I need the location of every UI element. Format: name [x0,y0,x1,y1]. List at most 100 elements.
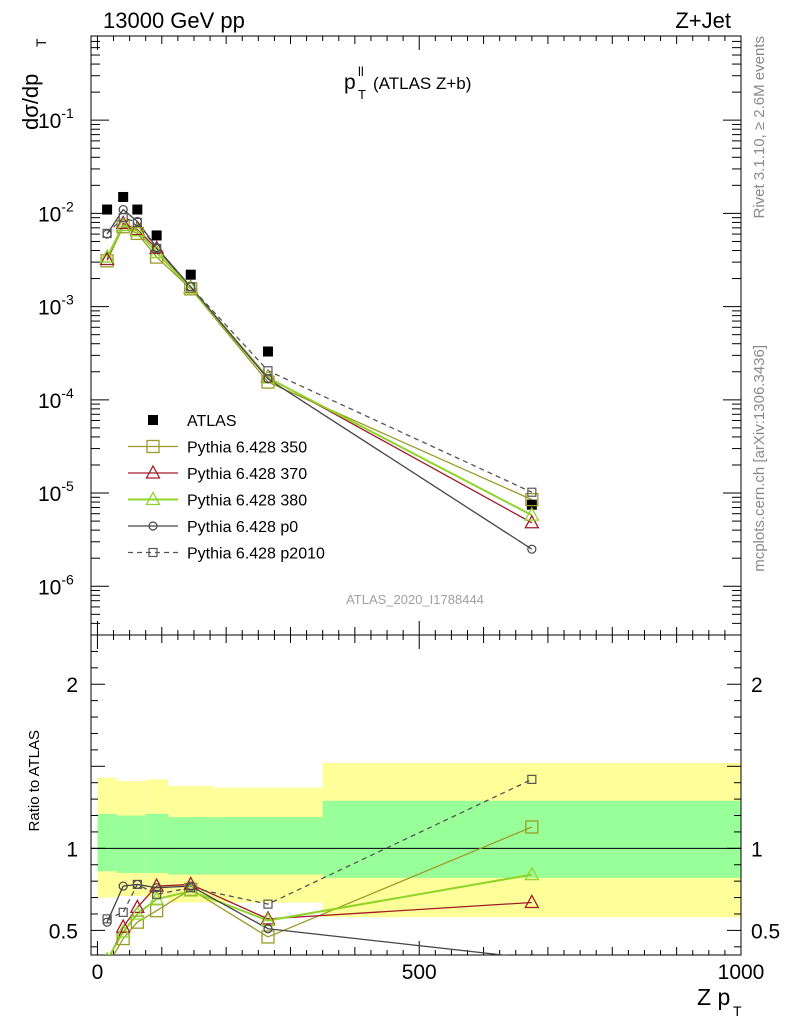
marker-p0-6 [527,544,537,554]
legend-label-p380: Pythia 6.428 380 [187,493,307,510]
ratio-uncertainty-bands [97,763,741,918]
legend-marker-p2010 [148,547,158,558]
ratio-y-tick-label-left: 0.5 [49,920,78,943]
marker-p2010-1 [118,213,128,223]
ratio-y-tick-label-right: 1 [751,838,763,861]
marker-p2010-0 [102,228,112,239]
plot-title-rest: (ATLAS Z+b) [373,74,471,93]
marker-atlas-4 [185,269,196,280]
marker-atlas-3 [151,230,162,241]
ratio-y-axis-label: Ratio to ATLAS [26,730,43,831]
axes-frame [90,35,742,956]
ratio-x-tick-label: 1000 [718,961,765,984]
ratio-marker-p350-6 [525,820,539,834]
marker-atlas-5 [262,346,273,357]
plot-title-sup: ll [358,64,364,79]
ratio-marker-p2010-6 [527,774,537,785]
ratio-marker-p380-5 [260,912,276,927]
ratio-marker-p2010-1 [118,907,128,917]
legend-label-p0: Pythia 6.428 p0 [187,519,298,536]
plot-title-sub: T [358,87,366,102]
ratio-x-tick-label: 500 [402,961,437,984]
legend-marker-p350 [146,439,160,454]
band-inner [322,800,741,878]
main-y-tick-label: 10-1 [38,105,74,133]
ratio-marker-p380-1 [115,923,131,938]
main-y-tick-label: 10-6 [38,571,74,599]
plot-title: p ll T (ATLAS Z+b) [344,64,471,102]
mcplots-note: mcplots.cern.ch [arXiv:1306.3436] [751,345,768,572]
ratio-y-tick-label-right: 0.5 [751,920,780,943]
ratio-marker-p0-6 [528,953,536,955]
marker-p2010-5 [263,366,273,376]
marker-p380-1 [115,217,131,232]
ratio-series-lines [106,778,533,955]
ratio-marker-p370-5 [260,910,276,925]
marker-p380-0 [99,248,115,263]
band-inner [168,817,214,875]
ratio-line-p2010 [106,778,533,920]
marker-p350-6 [525,492,539,507]
marker-p380-3 [149,244,165,259]
marker-p370-3 [149,240,165,255]
ratio-y-tick-label-right: 2 [751,674,763,697]
ratio-y-tick-label-left: 2 [66,674,78,697]
main-y-tick-label: 10-3 [38,292,74,320]
ratio-marker-p380-6 [524,866,540,881]
legend-marker-p380 [145,491,161,506]
marker-p2010-2 [132,217,142,228]
series-line-p0 [106,208,533,550]
ratio-line-p0 [106,883,509,955]
marker-p380-2 [129,222,145,237]
marker-atlas-2 [132,204,143,215]
main-y-axis-label-main: dσ/dp [18,74,43,130]
marker-atlas-1 [118,191,129,202]
x-axis-label-main: Z p [697,984,730,1010]
series-markers [99,191,540,955]
ratio-marker-p2010-5 [263,899,273,909]
legend-marker-atlas [148,415,158,425]
marker-p2010-6 [527,487,537,497]
ratio-marker-p2010-3 [152,889,162,899]
main-y-tick-label: 10-5 [38,478,74,506]
process-label: Z+Jet [675,8,731,33]
ratio-marker-p2010-4 [186,883,196,893]
band-inner [145,813,169,873]
ratio-marker-p0-5 [263,924,273,934]
x-axis-label-sub: T [733,1003,742,1019]
ratio-y-tick-label-left: 1 [66,838,78,861]
axis-text: 10-1 10-2 10-3 10-4 10-5 10-6 0.5 0.5 1 1 2 2 0 500 10… [38,105,780,984]
marker-p370-6 [524,514,540,529]
main-y-axis-label-sub: T [33,38,49,47]
main-y-tick-label: 10-4 [38,385,74,413]
ratio-marker-p2010-0 [102,914,112,924]
marker-atlas-6 [526,499,537,510]
marker-p380-4 [183,279,199,294]
legend-marker-p370 [145,464,161,479]
band-inner [116,815,130,873]
ratio-x-tick-label: 0 [92,961,104,984]
marker-p370-1 [115,215,131,230]
band-inner [213,817,323,875]
legend-label-atlas: ATLAS [187,413,237,430]
band-inner [129,815,146,873]
plot-title-main: p [344,71,356,94]
ratio-marker-p0-1 [118,881,128,891]
ratio-marker-p370-2 [129,899,145,914]
ratio-marker-p370-1 [115,918,131,933]
rivet-note: Rivet 3.1.10, ≥ 2.6M events [751,36,768,219]
analysis-id: ATLAS_2020_I1788444 [346,592,484,607]
energy-label: 13000 GeV pp [103,8,245,33]
ratio-marker-p2010-2 [132,879,142,890]
legend-label-p2010: Pythia 6.428 p2010 [187,546,325,563]
ratio-marker-p350-5 [261,930,275,944]
series-line-p2010 [106,216,533,493]
main-y-tick-label: 10-2 [38,198,74,226]
legend-label-p370: Pythia 6.428 370 [187,466,307,483]
marker-p370-0 [99,251,115,266]
ratio-line-p350 [112,826,533,955]
legend-label-p350: Pythia 6.428 350 [187,440,307,457]
legend-marker-p0 [148,521,158,531]
marker-p2010-4 [186,282,196,292]
